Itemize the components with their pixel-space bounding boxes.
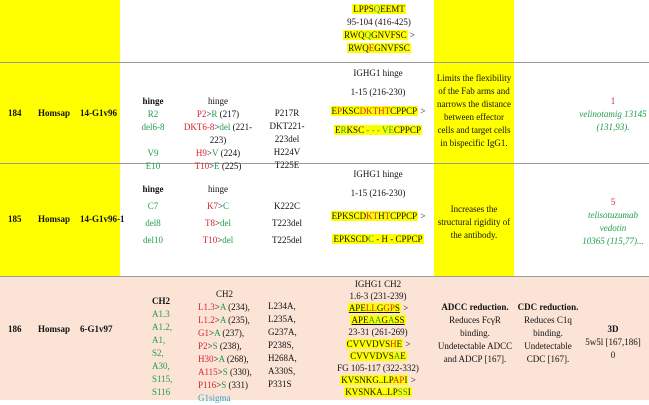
row-186-sequence: IGHG1 CH2 1.6-3 (231-239) APELLGGPS > AP… — [337, 279, 419, 397]
row-186-species: Homsap — [38, 324, 71, 334]
row-185-eu-numbering: K222C T223del T225del — [272, 201, 302, 245]
row-184-yellow-effect — [434, 63, 514, 163]
row-185-count: 5 — [610, 197, 616, 207]
row-185-effect: Increases the structural rigidity of the… — [437, 204, 511, 240]
row-185-species: Homsap — [38, 214, 71, 224]
row-184-positions: hinge P2>R (217) DKT6-8>del (221- 223) H… — [183, 96, 253, 171]
row-186-code: 6-G1v97 — [80, 324, 113, 334]
top-sequence-block: LPPSQEEMT 95-104 (416-425) RWQQGNVFSC > … — [343, 4, 415, 53]
row-186-cdc: CDC reduction. Reduces C1q binding. Unde… — [517, 302, 579, 364]
row-185-number: 185 — [8, 214, 22, 224]
row-186-mutation-labels: CH2 A1.3 A1.2, A1, S2, A30, S115, S116 — [152, 296, 173, 397]
row-184-eu-numbering: P217R DKT221- 223del H224V T225E — [269, 108, 305, 170]
row-185-yellow-effect — [434, 164, 514, 276]
row-186-structure: 3D 5w5l [167,186] 0 — [585, 324, 641, 360]
row-186-positions: CH2 L1.3>A (234), L1.2>A (235), G1>A (23… — [198, 289, 252, 403]
row-184-mutation-labels: hinge R2 del6-8 V9 E10 — [141, 96, 165, 171]
row-184-reference: 1 velinotamig 13145 (131,93). — [579, 96, 647, 132]
rule — [0, 163, 649, 164]
row-184-sequence: IGHG1 hinge 1-15 (216-230) EPKSCDKTHTCPP… — [330, 68, 426, 135]
top-row-yellow-effect — [434, 0, 514, 62]
row-184-number: 184 — [8, 108, 22, 118]
row-185-reference: 5 telisotuzumab vedotin 10365 (115,77)..… — [578, 196, 648, 248]
row-185-code: 14-G1v96-1 — [80, 214, 125, 224]
row-184-code: 14-G1v96 — [80, 108, 117, 118]
row-185-sequence: IGHG1 hinge 1-15 (216-230) EPKSCDKTHTCPP… — [330, 169, 426, 244]
row-184-effect: Limits the flexibility of the Fab arms a… — [436, 73, 512, 148]
row-184-count: 1 — [610, 96, 616, 106]
rule — [0, 276, 649, 277]
row-186-background — [0, 277, 649, 400]
top-row-yellow — [0, 0, 120, 62]
rule — [0, 62, 649, 63]
row-184-yellow — [0, 63, 120, 163]
row-186-adcc: ADCC reduction. Reduces FcγR binding. Un… — [437, 302, 513, 364]
row-185-positions: hinge K7>C T8>del T10>del — [202, 184, 234, 245]
row-186-number: 186 — [8, 324, 22, 334]
row-184-species: Homsap — [38, 108, 71, 118]
row-186-eu-numbering: L234A, L235A, G237A, P238S, H268A, A330S… — [268, 301, 297, 389]
row-185-mutation-labels: hinge C7 del8 del10 — [142, 184, 164, 245]
row-185-yellow — [0, 164, 120, 276]
